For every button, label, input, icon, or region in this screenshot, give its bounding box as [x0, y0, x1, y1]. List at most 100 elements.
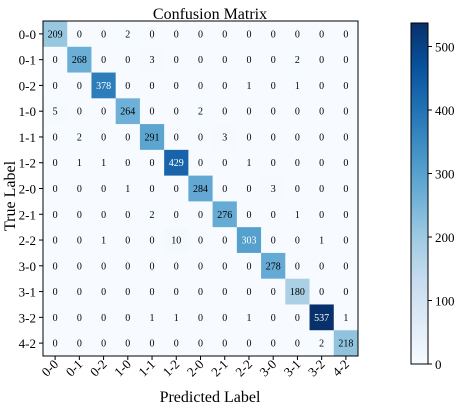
heatmap-cell — [212, 304, 238, 331]
heatmap-cell — [261, 227, 286, 254]
y-tick-label: 0-2 — [19, 78, 36, 93]
cell-value-label: 276 — [217, 210, 232, 221]
heatmap-cell — [212, 227, 238, 254]
cell-value-label: 0 — [125, 210, 130, 221]
heatmap-cell — [333, 304, 359, 331]
heatmap-cell — [139, 72, 165, 99]
cell-value-label: 0 — [246, 287, 251, 298]
heatmap-cell — [309, 278, 335, 305]
cell-value-label: 209 — [48, 29, 63, 40]
cell-value-label: 1 — [343, 313, 348, 324]
cell-value-label: 0 — [246, 184, 251, 195]
cell-value-label: 0 — [271, 81, 276, 92]
cell-value-label: 0 — [271, 158, 276, 169]
y-tick-label: 3-2 — [19, 310, 36, 325]
heatmap-cell — [43, 46, 68, 73]
heatmap-cell — [91, 304, 117, 331]
cell-value-label: 0 — [77, 184, 82, 195]
heatmap-cell — [43, 124, 68, 151]
heatmap-cell — [43, 72, 68, 99]
heatmap-cell — [333, 227, 359, 254]
cell-value-label: 0 — [150, 158, 155, 169]
cell-value-label: 0 — [271, 236, 276, 247]
cell-value-label: 0 — [246, 210, 251, 221]
cell-value-label: 0 — [319, 287, 324, 298]
heatmap-cell — [212, 72, 238, 99]
cell-value-label: 0 — [295, 184, 300, 195]
cell-value-label: 0 — [198, 236, 203, 247]
heatmap-cell — [261, 304, 286, 331]
y-tick-label: 2-0 — [19, 182, 36, 197]
heatmap-cell — [164, 149, 189, 177]
cell-value-label: 0 — [295, 236, 300, 247]
cell-value-label: 537 — [314, 313, 329, 324]
cell-value-label: 0 — [222, 158, 227, 169]
heatmap-cell — [164, 46, 189, 73]
cell-value-label: 1 — [77, 158, 82, 169]
cell-value-label: 0 — [150, 81, 155, 92]
cell-value-label: 0 — [271, 287, 276, 298]
cell-value-label: 2 — [198, 107, 203, 118]
heatmap-cell — [212, 201, 238, 228]
heatmap-cell — [285, 201, 310, 228]
cell-value-label: 0 — [343, 132, 348, 143]
cell-value-label: 0 — [125, 313, 130, 324]
x-tick-label: 1-2 — [160, 357, 183, 380]
heatmap-cells: 209 0 0 2 0 0 0 0 0 0 0 0 0 0 268 0 0 3 0 0 0 0 0 2 0 0 0 0 378 0 0 0 0 0… — [43, 21, 359, 357]
heatmap-cell — [309, 46, 335, 73]
heatmap-cell — [164, 21, 189, 48]
cell-value-label: 0 — [319, 132, 324, 143]
cell-value-label: 0 — [343, 55, 348, 66]
y-tick-label: 1-1 — [19, 130, 36, 145]
heatmap-cell — [212, 21, 238, 48]
cell-value-label: 0 — [271, 107, 276, 118]
heatmap-cell — [91, 175, 117, 202]
heatmap-cell — [115, 330, 141, 357]
heatmap-cell — [212, 46, 238, 73]
heatmap-cell — [236, 278, 262, 305]
heatmap-cell — [164, 278, 189, 305]
heatmap-cell — [91, 330, 117, 357]
heatmap-cell — [333, 201, 359, 228]
heatmap-cell — [309, 149, 335, 177]
cell-value-label: 0 — [125, 132, 130, 143]
heatmap-cell — [188, 149, 214, 177]
cell-value-label: 0 — [174, 210, 179, 221]
heatmap-cell — [285, 252, 310, 280]
heatmap-cell — [236, 201, 262, 228]
cell-value-label: 0 — [150, 107, 155, 118]
colorbar — [410, 22, 429, 365]
cell-value-label: 0 — [319, 29, 324, 40]
cell-value-label: 0 — [343, 158, 348, 169]
heatmap-cell — [91, 278, 117, 305]
cell-value-label: 0 — [174, 107, 179, 118]
heatmap-cell — [115, 227, 141, 254]
y-tick-label: 1-0 — [19, 104, 36, 119]
cell-value-label: 0 — [295, 339, 300, 350]
heatmap-cell — [188, 227, 214, 254]
cell-value-label: 0 — [222, 184, 227, 195]
heatmap-cell — [261, 201, 286, 228]
heatmap-cell — [212, 252, 238, 280]
heatmap-cell — [67, 46, 92, 73]
heatmap-cell — [285, 46, 310, 73]
heatmap-cell — [67, 72, 92, 99]
heatmap-cell — [236, 252, 262, 280]
cell-value-label: 0 — [271, 339, 276, 350]
heatmap-cell — [236, 72, 262, 99]
cell-value-label: 0 — [198, 261, 203, 272]
heatmap-cell — [67, 21, 92, 48]
heatmap-cell — [43, 304, 68, 331]
heatmap-cell — [285, 330, 310, 357]
heatmap-cell — [139, 21, 165, 48]
heatmap-cell — [188, 72, 214, 99]
chart-title: Confusion Matrix — [153, 6, 267, 23]
heatmap-cell — [67, 175, 92, 202]
cell-value-label: 0 — [101, 210, 106, 221]
heatmap-cell — [285, 98, 310, 125]
cell-value-label: 0 — [222, 287, 227, 298]
colorbar-tick-label: 300 — [435, 166, 454, 181]
cell-value-label: 1 — [319, 236, 324, 247]
heatmap-cell — [333, 46, 359, 73]
heatmap-cell — [285, 124, 310, 151]
